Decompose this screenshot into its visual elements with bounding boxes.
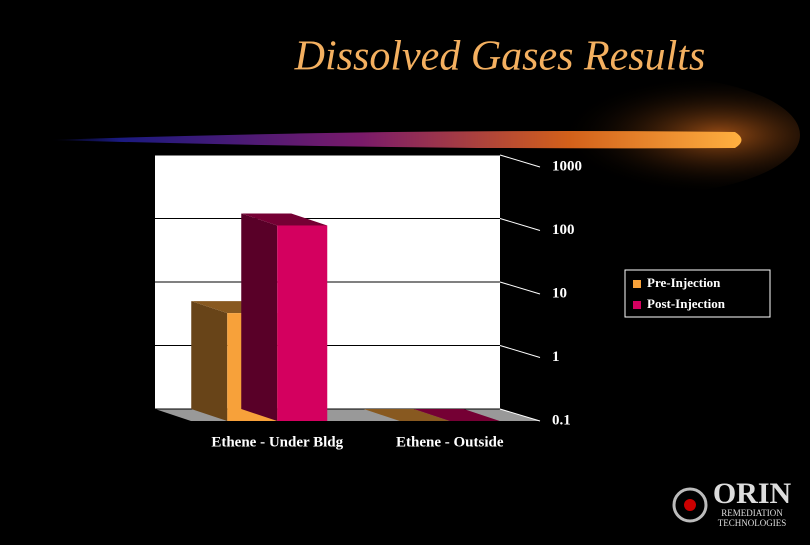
bar-top [241,213,328,226]
logo-mark [672,487,708,523]
tick-mark [499,281,541,295]
bar-top [413,409,500,421]
logo: ORIN REMEDIATION TECHNOLOGIES [672,477,792,528]
legend: Pre-Injection Post-Injection [624,269,771,318]
streak [50,131,742,149]
y-tick-label: 10 [552,285,567,301]
tick-mark [499,345,541,358]
x-tick-label: Ethene - Outside [396,434,504,450]
bar-side [191,301,228,421]
chart: 0.1 1 10 100 1000 Ethene - Under Bldg Ethene -… [155,154,582,450]
bar [277,225,328,421]
bar-top [363,409,450,421]
x-tick-label: Ethene - Under Bldg [211,434,343,450]
tick-mark [499,218,541,231]
tick-mark [499,408,541,422]
logo-line: TECHNOLOGIES [718,518,787,528]
logo-line: REMEDIATION [721,508,783,518]
y-tick-label: 1000 [552,158,582,174]
legend-swatch [633,280,641,288]
y-tick-label: 1 [552,349,560,365]
logo-name: ORIN [713,477,792,510]
bar-side [241,213,278,421]
legend-label: Post-Injection [647,296,726,311]
logo-dot [684,499,696,511]
slide-title: Dissolved Gases Results [294,34,706,80]
legend-swatch [633,301,641,309]
tick-mark [499,154,541,168]
legend-box [624,269,771,318]
y-tick-label: 0.1 [552,412,571,428]
y-tick-label: 100 [552,222,575,238]
legend-label: Pre-Injection [647,275,721,290]
